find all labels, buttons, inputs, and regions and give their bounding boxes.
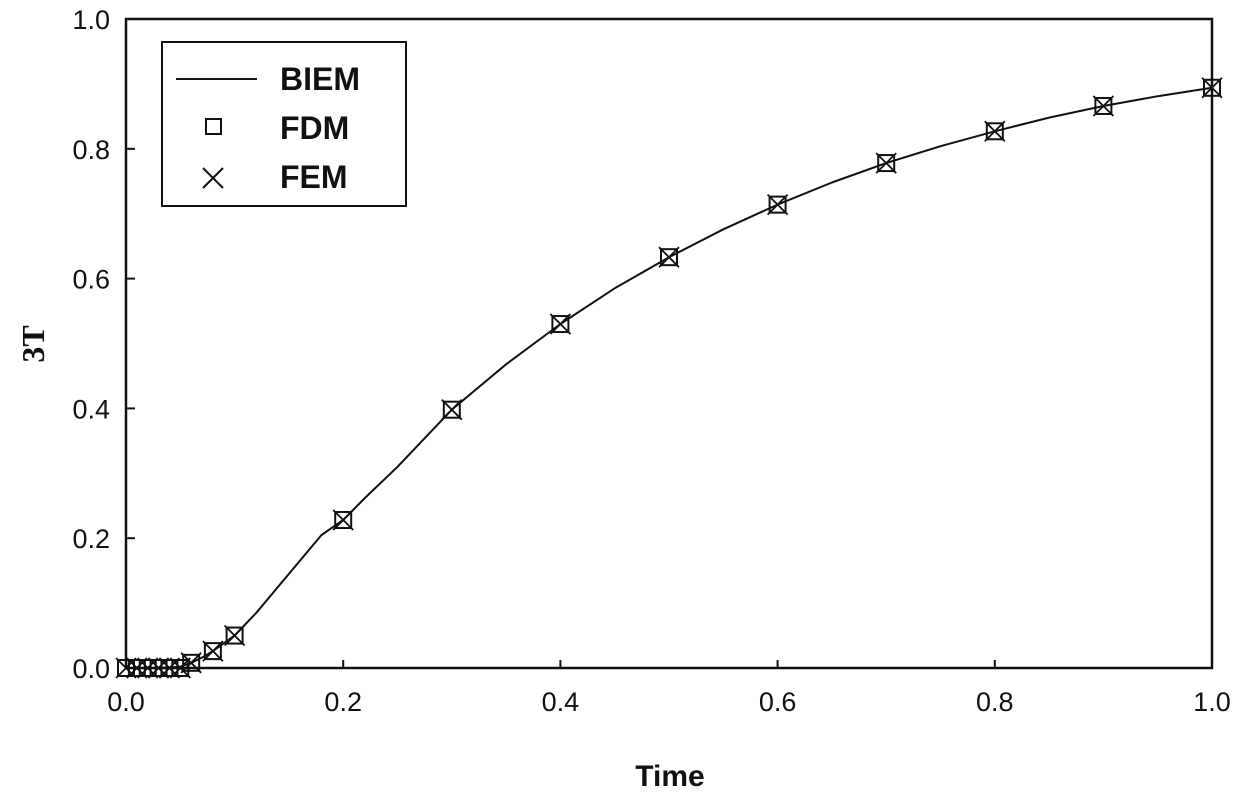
x-tick-label: 0.6 (759, 687, 797, 717)
point-fdm (160, 659, 179, 677)
legend: BIEM FDM FEM (161, 41, 407, 207)
y-tick-label: 1.0 (72, 5, 110, 35)
point-fdm (225, 626, 244, 645)
legend-label-fem: FEM (280, 159, 348, 195)
point-fdm (877, 154, 896, 173)
point-fem (137, 657, 159, 679)
point-fdm (660, 248, 678, 267)
legend-cross-symbol (202, 167, 224, 189)
point-fdm (182, 653, 201, 672)
legend-label-biem: BIEM (280, 61, 360, 97)
point-fdm (1203, 78, 1221, 97)
y-tick-label: 0.4 (72, 394, 110, 424)
point-fdm (203, 642, 222, 661)
point-fem (984, 120, 1006, 142)
point-fem (202, 640, 224, 662)
point-fdm (171, 659, 190, 677)
x-axis-title: Time (635, 760, 704, 793)
point-fem (1201, 77, 1223, 99)
legend-box (161, 41, 407, 207)
y-axis-ticks: 0.0 0.2 0.4 0.6 0.8 1.0 (72, 5, 135, 684)
point-fem (158, 657, 181, 679)
point-fem (115, 657, 137, 679)
point-fem (875, 152, 897, 174)
point-fdm (138, 659, 157, 677)
y-axis-title: 3T (15, 325, 51, 362)
y-tick-label: 0.0 (72, 654, 110, 684)
point-fem (332, 509, 354, 531)
point-fem (223, 624, 246, 647)
x-tick-label: 1.0 (1193, 687, 1231, 717)
y-tick-label: 0.2 (72, 524, 110, 554)
point-fdm (768, 195, 787, 214)
series-layer (115, 77, 1223, 679)
point-fdm (442, 400, 461, 419)
x-tick-label: 0.4 (542, 687, 580, 717)
legend-label-fdm: FDM (280, 110, 349, 146)
x-tick-label: 0.8 (976, 687, 1014, 717)
y-tick-label: 0.6 (72, 265, 110, 295)
point-fdm (551, 315, 570, 334)
y-tick-label: 0.8 (72, 135, 110, 165)
point-fdm (149, 659, 168, 677)
legend-square-symbol (205, 118, 222, 135)
x-tick-label: 0.0 (107, 687, 145, 717)
point-fdm (127, 659, 146, 677)
point-fem (147, 657, 170, 679)
point-fdm (985, 122, 1004, 141)
point-fdm (117, 659, 135, 677)
point-fem (180, 652, 202, 674)
point-fdm (334, 511, 353, 530)
point-fem (169, 657, 191, 679)
x-tick-label: 0.2 (324, 687, 362, 717)
point-fem (126, 657, 148, 679)
point-fem (549, 313, 572, 335)
point-fem (658, 246, 680, 268)
point-fdm (1094, 96, 1113, 115)
x-axis-ticks: 0.0 0.2 0.4 0.6 0.8 1.0 (107, 660, 1231, 717)
point-fem (441, 399, 463, 421)
point-fem (1092, 95, 1115, 117)
point-fem (766, 193, 789, 216)
